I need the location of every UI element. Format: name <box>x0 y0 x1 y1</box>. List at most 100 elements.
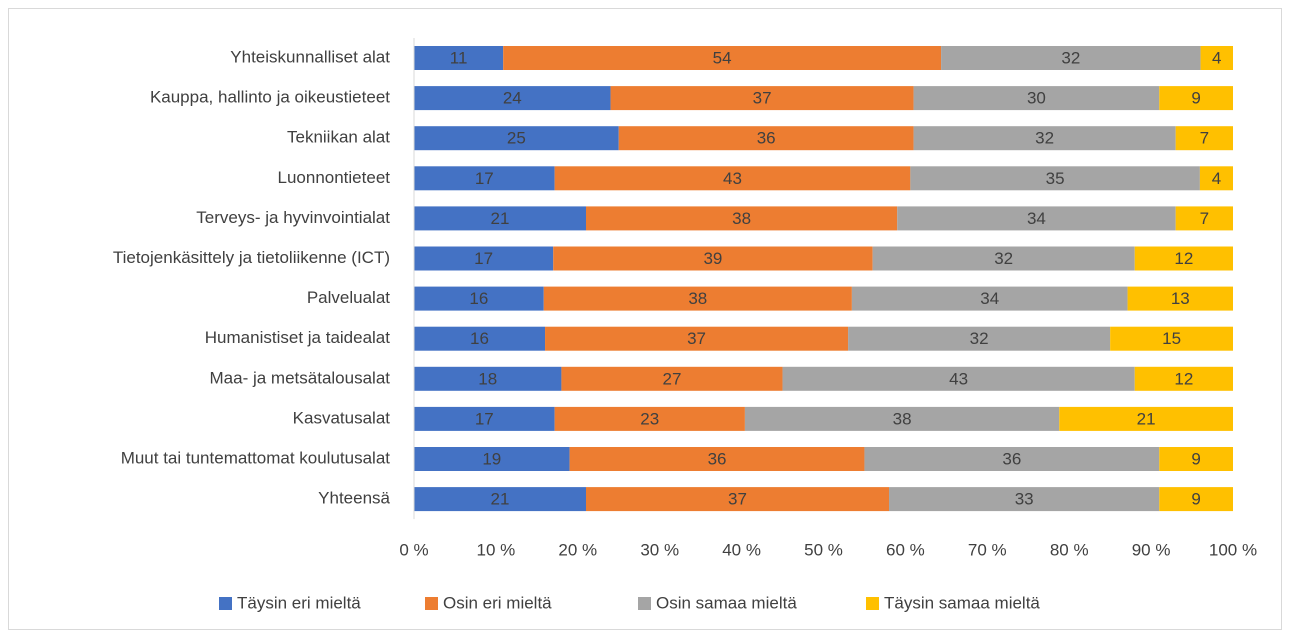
data-label: 37 <box>753 89 772 108</box>
legend-swatch <box>425 597 438 610</box>
x-tick-label: 60 % <box>886 540 925 559</box>
bar-segment <box>1175 206 1233 231</box>
category-label: Tietojenkäsittely ja tietoliikenne (ICT) <box>113 248 390 267</box>
data-label: 32 <box>1035 129 1054 148</box>
bar-segment <box>414 447 570 471</box>
data-label: 30 <box>1027 89 1046 108</box>
x-tick-label: 50 % <box>804 540 843 559</box>
bar-segment <box>782 366 1135 391</box>
data-label: 32 <box>1061 48 1080 67</box>
data-label: 21 <box>1137 409 1156 428</box>
data-label: 38 <box>688 289 707 308</box>
data-label: 37 <box>687 329 706 348</box>
data-label: 36 <box>1002 449 1021 468</box>
data-label: 36 <box>757 129 776 148</box>
data-label: 27 <box>663 369 682 388</box>
category-label: Kauppa, hallinto ja oikeustieteet <box>150 88 390 107</box>
bar-segment <box>1200 46 1233 70</box>
legend-label: Täysin eri mieltä <box>237 593 361 612</box>
data-label: 32 <box>970 329 989 348</box>
bar-segment <box>585 206 898 231</box>
data-label: 7 <box>1200 129 1209 148</box>
data-label: 12 <box>1174 249 1193 268</box>
bar-segment <box>897 206 1176 231</box>
category-label: Yhteiskunnalliset alat <box>230 47 390 66</box>
data-label: 21 <box>491 209 510 228</box>
x-tick-label: 90 % <box>1132 540 1171 559</box>
bar-segment <box>1159 447 1233 471</box>
data-label: 34 <box>980 289 999 308</box>
category-label: Yhteensä <box>318 489 390 508</box>
bar-segment <box>851 286 1128 311</box>
bar-segment <box>872 246 1135 271</box>
bar-segment <box>1159 86 1233 111</box>
bar-segment <box>1134 366 1233 391</box>
x-tick-label: 40 % <box>722 540 761 559</box>
bar-segment <box>848 326 1111 351</box>
data-label: 11 <box>450 48 468 67</box>
data-label: 13 <box>1171 289 1190 308</box>
category-label: Maa- ja metsätalousalat <box>210 368 391 387</box>
data-label: 9 <box>1191 89 1200 108</box>
bar-segment <box>1127 286 1233 311</box>
bar-segment <box>414 406 555 431</box>
bar-segment <box>941 46 1201 70</box>
bar-segment <box>503 46 942 70</box>
data-label: 33 <box>1015 490 1034 509</box>
data-label: 32 <box>994 249 1013 268</box>
category-label: Luonnontieteet <box>278 168 391 187</box>
data-label: 43 <box>723 169 742 188</box>
bar-segment <box>1199 166 1233 191</box>
data-label: 7 <box>1200 209 1209 228</box>
bar-segment <box>554 166 911 191</box>
category-label: Tekniikan alat <box>287 128 390 147</box>
bar-segment <box>414 126 619 151</box>
bar-segment <box>414 286 544 311</box>
bar-segment <box>618 126 914 151</box>
legend-label: Osin samaa mieltä <box>656 593 797 612</box>
bar-segment <box>414 366 562 391</box>
bar-segment <box>1159 487 1233 512</box>
bar-segment <box>414 326 546 351</box>
legend-swatch <box>866 597 879 610</box>
bar-segment <box>889 487 1160 512</box>
bar-segment <box>553 246 873 271</box>
data-label: 36 <box>708 449 727 468</box>
x-tick-label: 30 % <box>640 540 679 559</box>
data-label: 38 <box>893 409 912 428</box>
legend-label: Osin eri mieltä <box>443 593 552 612</box>
bar-segment <box>1059 406 1233 431</box>
x-tick-label: 100 % <box>1209 540 1257 559</box>
bar-segment <box>913 86 1160 111</box>
bar-segment <box>414 166 555 191</box>
data-label: 23 <box>640 409 659 428</box>
bar-segment <box>561 366 783 391</box>
data-label: 34 <box>1027 209 1046 228</box>
data-label: 38 <box>732 209 751 228</box>
category-label: Terveys- ja hyvinvointialat <box>196 208 390 227</box>
bar-segment <box>744 406 1060 431</box>
bar-segment <box>864 447 1160 471</box>
bar-segment <box>1134 246 1233 271</box>
data-label: 17 <box>474 249 493 268</box>
data-label: 4 <box>1212 48 1221 67</box>
bar-segment <box>610 86 914 111</box>
x-tick-label: 0 % <box>399 540 428 559</box>
bar-segment <box>543 286 852 311</box>
x-tick-label: 20 % <box>558 540 597 559</box>
legend-swatch <box>638 597 651 610</box>
bar-segment <box>585 487 890 512</box>
data-label: 54 <box>713 48 732 67</box>
chart-border <box>8 8 1282 630</box>
bar-segment <box>1110 326 1233 351</box>
data-label: 9 <box>1191 449 1200 468</box>
data-label: 18 <box>478 369 497 388</box>
category-label: Muut tai tuntemattomat koulutusalat <box>121 448 391 467</box>
bar-segment <box>414 86 611 111</box>
data-label: 15 <box>1162 329 1181 348</box>
data-label: 39 <box>703 249 722 268</box>
data-label: 37 <box>728 490 747 509</box>
data-label: 35 <box>1046 169 1065 188</box>
data-label: 12 <box>1174 369 1193 388</box>
